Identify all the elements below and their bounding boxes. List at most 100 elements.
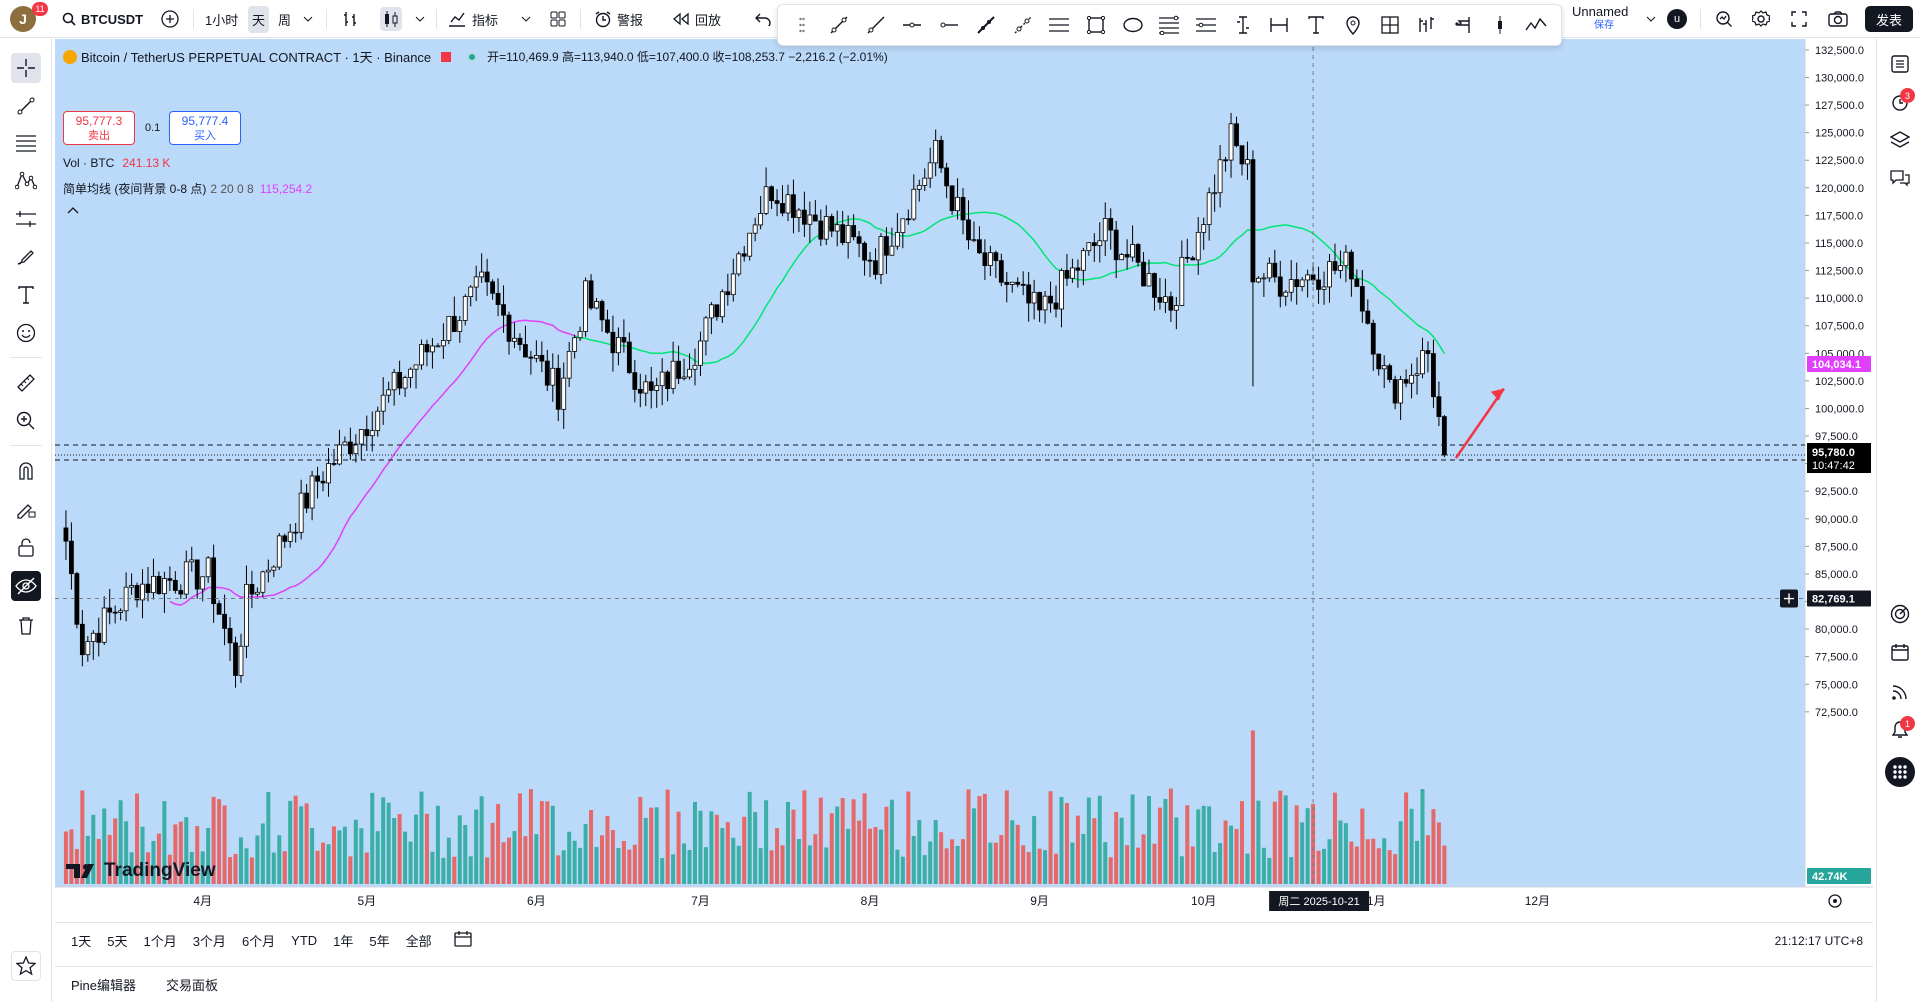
ruler-icon[interactable] bbox=[13, 370, 39, 396]
settings-gear-icon[interactable] bbox=[1752, 0, 1770, 38]
avatar[interactable]: J bbox=[10, 6, 36, 32]
range-5y[interactable]: 5年 bbox=[369, 934, 390, 949]
sell-button[interactable]: 95,777.3 卖出 bbox=[63, 111, 135, 145]
location-pin-icon[interactable] bbox=[1340, 12, 1366, 38]
layout-name-button[interactable]: Unnamed 保存 bbox=[1572, 0, 1628, 38]
trash-icon[interactable] bbox=[13, 613, 39, 639]
price-path-icon[interactable] bbox=[1523, 12, 1549, 38]
fib-extension-icon[interactable] bbox=[1193, 12, 1219, 38]
info-line-icon[interactable] bbox=[1010, 12, 1036, 38]
ma-label: 简单均线 (夜间背景 0-8 点) bbox=[63, 182, 207, 196]
crosshair-icon[interactable] bbox=[11, 53, 41, 83]
buy-button[interactable]: 95,777.4 买入 bbox=[169, 111, 241, 145]
range-1d[interactable]: 1天 bbox=[71, 934, 92, 949]
alert-button[interactable]: 警报 bbox=[594, 0, 643, 38]
interval-1h[interactable]: 1小时 bbox=[205, 12, 239, 28]
volume-bar bbox=[1174, 817, 1179, 884]
candles-style-icon[interactable] bbox=[380, 0, 402, 38]
range-5d[interactable]: 5天 bbox=[107, 934, 128, 949]
ellipse-icon[interactable] bbox=[1120, 12, 1146, 38]
trend-line-icon[interactable] bbox=[826, 12, 852, 38]
candle-body bbox=[654, 385, 660, 391]
layers-icon[interactable] bbox=[1887, 127, 1913, 153]
volume-bar bbox=[91, 814, 96, 884]
brush-icon[interactable] bbox=[13, 244, 39, 270]
user-menu[interactable]: u bbox=[1667, 0, 1687, 38]
flag-icon[interactable] bbox=[1450, 12, 1476, 38]
crosshair-box-icon[interactable] bbox=[1377, 12, 1403, 38]
clock[interactable]: 21:12:17 UTC+8 bbox=[1774, 933, 1863, 948]
magnet-icon[interactable] bbox=[13, 458, 39, 484]
add-alert-icon[interactable] bbox=[1780, 589, 1798, 608]
lock-pencil-icon[interactable] bbox=[13, 496, 39, 522]
emoji-icon[interactable] bbox=[13, 320, 39, 346]
horizontal-ray-icon[interactable] bbox=[936, 12, 962, 38]
star-icon[interactable] bbox=[11, 951, 41, 981]
watchlist-icon[interactable] bbox=[1887, 51, 1913, 77]
range-1y[interactable]: 1年 bbox=[333, 934, 354, 949]
calendar-goto-icon[interactable] bbox=[454, 931, 472, 950]
range-all[interactable]: 全部 bbox=[405, 934, 432, 949]
text-cursor-icon[interactable] bbox=[1230, 12, 1256, 38]
apps-grid-icon[interactable] bbox=[1885, 757, 1915, 787]
eye-hide-icon[interactable] bbox=[11, 571, 41, 601]
forecast-tools-icon[interactable] bbox=[13, 206, 39, 232]
trend-line-tool-icon[interactable] bbox=[13, 93, 39, 119]
price-chart[interactable]: 132,500.0 130,000.0 127,500.0 125,000.0 122,… bbox=[55, 39, 1873, 919]
extended-line-icon[interactable] bbox=[973, 12, 999, 38]
broadcast-icon[interactable] bbox=[1887, 679, 1913, 705]
bars-pattern-icon[interactable] bbox=[1413, 12, 1439, 38]
camera-icon[interactable] bbox=[1828, 0, 1848, 38]
publish-button[interactable]: 发表 bbox=[1865, 6, 1913, 32]
compare-add-button[interactable] bbox=[160, 0, 180, 38]
parallel-channel-icon[interactable] bbox=[1046, 12, 1072, 38]
fullscreen-icon[interactable] bbox=[1791, 0, 1807, 38]
symbol-title[interactable]: Bitcoin / TetherUS PERPETUAL CONTRACT · … bbox=[81, 50, 432, 65]
fib-retracement-icon[interactable] bbox=[1156, 12, 1182, 38]
undo-icon[interactable] bbox=[755, 0, 771, 38]
range-6m[interactable]: 6个月 bbox=[241, 934, 276, 949]
chart-pane[interactable]: 132,500.0 130,000.0 127,500.0 125,000.0 122,… bbox=[55, 39, 1873, 919]
range-ytd[interactable]: YTD bbox=[291, 933, 318, 948]
target-icon[interactable] bbox=[1887, 601, 1913, 627]
chevron-down-icon[interactable] bbox=[303, 0, 313, 38]
chevron-down-icon[interactable] bbox=[1646, 0, 1656, 38]
volume-bar bbox=[1108, 857, 1113, 884]
replay-button[interactable]: 回放 bbox=[672, 0, 721, 38]
layout-grid-icon[interactable] bbox=[549, 0, 567, 38]
tab-pine-editor[interactable]: Pine编辑器 bbox=[71, 978, 137, 993]
rectangle-icon[interactable] bbox=[1083, 12, 1109, 38]
range-1m[interactable]: 1个月 bbox=[143, 934, 177, 949]
lock-icon[interactable] bbox=[13, 534, 39, 560]
text-icon[interactable] bbox=[1303, 12, 1329, 38]
chat-icon[interactable] bbox=[1887, 165, 1913, 191]
pattern-tools-icon[interactable] bbox=[13, 168, 39, 194]
indicators-button[interactable]: 指标 bbox=[448, 0, 498, 38]
fib-tools-icon[interactable] bbox=[13, 130, 39, 156]
time-axis-settings-icon[interactable] bbox=[1828, 894, 1842, 908]
chevron-down-icon[interactable] bbox=[415, 0, 425, 38]
volume-bar bbox=[189, 851, 194, 884]
zoom-in-icon[interactable] bbox=[13, 408, 39, 434]
tab-trading-panel[interactable]: 交易面板 bbox=[166, 978, 219, 993]
ray-icon[interactable] bbox=[863, 12, 889, 38]
symbol-search[interactable]: BTCUSDT bbox=[62, 0, 143, 38]
candle-body bbox=[364, 429, 370, 437]
measure-range-icon[interactable] bbox=[1266, 12, 1292, 38]
calendar-icon[interactable] bbox=[1887, 639, 1913, 665]
collapse-chevron-up-icon[interactable] bbox=[67, 202, 85, 218]
text-tool-icon[interactable] bbox=[13, 282, 39, 308]
interval-1d[interactable]: 天 bbox=[248, 5, 270, 33]
ma-legend[interactable]: 简单均线 (夜间背景 0-8 点) 2 20 0 8 115,254.2 bbox=[63, 180, 312, 197]
drag-handle-icon[interactable] bbox=[789, 12, 815, 38]
bars-style-icon[interactable] bbox=[342, 0, 360, 38]
interval-1w[interactable]: 周 bbox=[278, 12, 292, 28]
candle-body bbox=[457, 320, 463, 333]
candle-single-icon[interactable] bbox=[1487, 12, 1513, 38]
rewind-icon bbox=[672, 12, 690, 26]
horizontal-line-icon[interactable] bbox=[899, 12, 925, 38]
volume-legend[interactable]: Vol · BTC 241.13 K bbox=[63, 156, 170, 170]
range-3m[interactable]: 3个月 bbox=[192, 934, 226, 949]
quick-search-icon[interactable] bbox=[1715, 0, 1733, 38]
chevron-down-icon[interactable] bbox=[521, 0, 531, 38]
